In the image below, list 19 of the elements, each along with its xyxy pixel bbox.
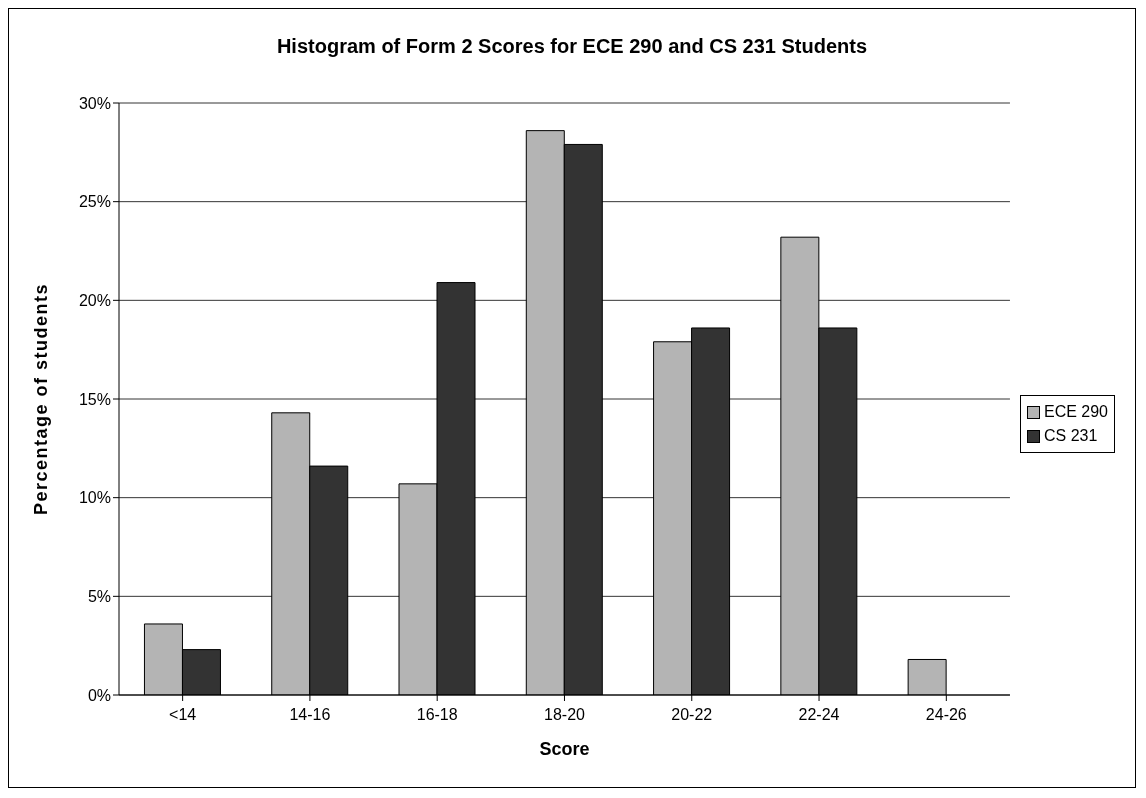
y-tick-label: 20% xyxy=(78,292,111,310)
y-axis-title: Percentage of students xyxy=(31,282,52,516)
y-tick-label: 5% xyxy=(87,588,111,606)
y-tick-label: 10% xyxy=(78,489,111,507)
x-tick-label: 18-20 xyxy=(544,706,586,724)
x-tick-label: <14 xyxy=(169,706,197,724)
legend-label: CS 231 xyxy=(1043,426,1098,446)
y-tick-label: 15% xyxy=(78,390,111,408)
chart-title: Histogram of Form 2 Scores for ECE 290 and CS 231 Students xyxy=(275,34,869,59)
y-tick-label: 25% xyxy=(78,193,111,211)
x-tick-label: 24-26 xyxy=(925,706,967,724)
y-tick-label: 30% xyxy=(78,94,111,112)
x-tick-label: 16-18 xyxy=(416,706,458,724)
y-tick-label: 0% xyxy=(87,686,111,704)
x-axis-title: Score xyxy=(539,739,590,759)
x-tick-label: 14-16 xyxy=(289,706,331,724)
legend-label: ECE 290 xyxy=(1043,402,1108,422)
x-tick-label: 20-22 xyxy=(671,706,713,724)
x-tick-label: 22-24 xyxy=(798,706,840,724)
